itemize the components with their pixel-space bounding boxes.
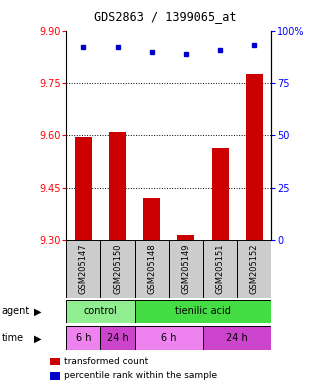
Bar xyxy=(203,326,271,350)
Bar xyxy=(66,240,100,298)
Text: ▶: ▶ xyxy=(34,333,42,343)
Bar xyxy=(50,358,60,366)
Text: agent: agent xyxy=(2,306,30,316)
Text: 24 h: 24 h xyxy=(107,333,128,343)
Bar xyxy=(143,198,160,240)
Bar xyxy=(75,137,92,240)
Text: GSM205150: GSM205150 xyxy=(113,243,122,294)
Bar xyxy=(66,300,135,323)
Text: 24 h: 24 h xyxy=(226,333,248,343)
Text: tienilic acid: tienilic acid xyxy=(175,306,231,316)
Text: GSM205148: GSM205148 xyxy=(147,243,156,294)
Bar xyxy=(109,132,126,240)
Text: control: control xyxy=(83,306,117,316)
Bar xyxy=(66,326,100,350)
Text: GSM205149: GSM205149 xyxy=(181,243,190,294)
Text: ▶: ▶ xyxy=(34,306,42,316)
Bar xyxy=(100,240,135,298)
Bar xyxy=(237,240,271,298)
Bar xyxy=(135,240,169,298)
Bar xyxy=(50,372,60,380)
Text: percentile rank within the sample: percentile rank within the sample xyxy=(64,371,217,380)
Text: GSM205152: GSM205152 xyxy=(250,243,259,294)
Text: 6 h: 6 h xyxy=(161,333,176,343)
Text: GSM205147: GSM205147 xyxy=(79,243,88,294)
Bar xyxy=(135,300,271,323)
Text: GDS2863 / 1399065_at: GDS2863 / 1399065_at xyxy=(94,10,237,23)
Bar xyxy=(100,326,135,350)
Bar xyxy=(177,235,195,240)
Bar xyxy=(169,240,203,298)
Bar xyxy=(203,240,237,298)
Bar xyxy=(135,326,203,350)
Text: 6 h: 6 h xyxy=(75,333,91,343)
Text: transformed count: transformed count xyxy=(64,357,148,366)
Bar xyxy=(212,147,229,240)
Text: time: time xyxy=(2,333,24,343)
Bar xyxy=(246,74,263,240)
Text: GSM205151: GSM205151 xyxy=(215,243,225,294)
